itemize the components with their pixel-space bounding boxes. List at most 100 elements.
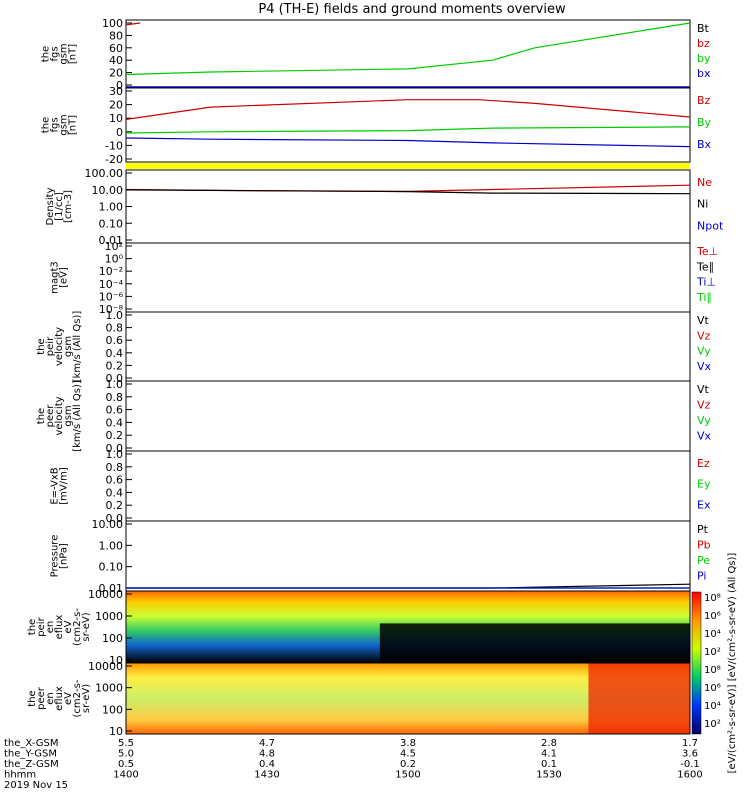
x-axis-value: 3.6 — [682, 749, 698, 760]
y-axis-label: sr-eV) — [81, 684, 92, 713]
legend-entry: Bt — [697, 22, 710, 35]
y-tick-label: 1.0 — [106, 378, 124, 391]
x-axis-value: 1500 — [395, 770, 420, 781]
colorbar-label: [eV/(cm²-s-sr-eV)] [eV/(cm²-s-sr-eV) (Al… — [727, 553, 738, 774]
panel-frame — [126, 243, 690, 312]
x-axis-value: 4.8 — [259, 749, 275, 760]
panel-frame — [126, 312, 690, 381]
y-tick-label: 0.10 — [99, 217, 124, 230]
y-tick-label: 1.0 — [106, 309, 124, 322]
y-axis-label: [nT] — [68, 44, 79, 64]
x-axis-row-label: hhmm — [4, 770, 36, 781]
panel-temp: 10²10⁰10⁻²10⁻⁴10⁻⁶10⁻⁸magt3[eV]Te⊥Te∥Ti⊥… — [50, 240, 719, 316]
legend-entry: Pt — [697, 523, 709, 536]
y-tick-label: 0 — [116, 126, 123, 139]
legend-entry: by — [697, 52, 711, 65]
legend-entry: Te∥ — [696, 260, 714, 273]
legend-entry: Vy — [697, 345, 711, 358]
x-axis-value: 1600 — [677, 770, 702, 781]
y-tick-label: -20 — [105, 153, 123, 166]
legend-entry: Vz — [697, 399, 711, 412]
y-axis-label: [km/s (All Qs)] — [72, 380, 83, 452]
x-axis-value: 0.4 — [259, 759, 275, 770]
legend-entry: bz — [697, 37, 710, 50]
y-tick-label: 30 — [109, 85, 123, 98]
y-tick-label: 40 — [109, 54, 123, 67]
panel-peer_vel: 1.00.80.60.40.20.0thepeervelocitygsm[km/… — [36, 378, 712, 455]
x-axis-value: 5.5 — [118, 738, 134, 749]
legend-entry: Vx — [697, 430, 712, 443]
legend-entry: Npot — [697, 219, 724, 232]
x-axis-value: 3.8 — [400, 738, 416, 749]
panels: 100806040200thefgsgsm[nT]Btbzbybx3020100… — [27, 17, 724, 738]
y-tick-label: 1.00 — [99, 201, 124, 214]
legend-entry: Vt — [697, 383, 710, 396]
colorbar: 10⁸10⁶10⁴10²10⁸10⁶10⁴10²[eV/(cm²-s-sr-eV… — [692, 553, 738, 774]
y-tick-label: 0.8 — [106, 461, 124, 474]
y-tick-label: 0.8 — [106, 391, 124, 404]
y-tick-label: 1000 — [95, 610, 123, 623]
series-By — [126, 127, 690, 133]
panel-density: 100.0010.001.000.100.01Density[1/cc][cm-… — [45, 167, 724, 247]
x-axis-row-label: the_Y-GSM — [4, 749, 57, 760]
y-axis-label: [mV/m] — [59, 467, 70, 505]
legend-entry: Ex — [697, 498, 711, 511]
legend-entry: bx — [697, 67, 711, 80]
colorbar-tick-label: 10⁴ — [704, 701, 721, 712]
panel-frame — [126, 521, 690, 591]
y-axis-label: [km/s (All Qs)] — [72, 311, 83, 383]
panel-peer_spec: 10000100010010thepeerenefluxeV(cm2-s-sr-… — [27, 660, 690, 738]
x-axis-value: 1400 — [113, 770, 138, 781]
y-tick-label: 0.4 — [106, 347, 124, 360]
legend-entry: Vy — [697, 414, 711, 427]
y-tick-label: 0.2 — [106, 499, 124, 512]
legend-entry: By — [697, 116, 712, 129]
panel-bar — [126, 163, 690, 169]
x-axis-value: 1.7 — [682, 738, 698, 749]
colorbar-tick-label: 10⁴ — [704, 629, 721, 640]
y-axis-label: sr-eV) — [81, 612, 92, 641]
y-tick-label: 0.4 — [106, 416, 124, 429]
y-tick-label: 1.0 — [106, 448, 124, 461]
y-tick-label: 1000 — [95, 682, 123, 695]
y-tick-label: 0.6 — [106, 334, 124, 347]
y-tick-label: 0.6 — [106, 474, 124, 487]
x-axis-value: -0.1 — [680, 759, 700, 770]
legend-entry: Ez — [697, 457, 710, 470]
y-tick-label: 100 — [102, 703, 123, 716]
legend-entry: Bx — [697, 138, 712, 151]
x-axis-value: 5.0 — [118, 749, 134, 760]
x-axis-row-label: the_Z-GSM — [4, 759, 59, 770]
legend-entry: Vz — [697, 329, 711, 342]
legend-entry: Pb — [697, 539, 711, 552]
x-axis-value: 2.8 — [541, 738, 557, 749]
y-tick-label: 20 — [109, 99, 123, 112]
legend-entry: Ni — [697, 198, 708, 211]
y-tick-label: 10.00 — [92, 184, 124, 197]
y-tick-label: 100 — [102, 632, 123, 645]
legend-entry: Pe — [697, 554, 710, 567]
series-by — [126, 23, 690, 75]
legend-entry: Vt — [697, 314, 710, 327]
x-axis-value: 1530 — [536, 770, 561, 781]
y-tick-label: 10 — [109, 112, 123, 125]
y-tick-label: -10 — [105, 139, 123, 152]
y-tick-label: 10 — [109, 725, 123, 738]
x-axis-labels: the_X-GSM5.54.73.82.81.7the_Y-GSM5.04.84… — [4, 738, 703, 791]
panel-frame — [126, 170, 690, 243]
y-tick-label: 10⁻⁴ — [99, 278, 124, 291]
legend-entry: Ey — [697, 478, 711, 491]
colorbar-tick-label: 10² — [704, 719, 721, 730]
legend-entry: Ti⊥ — [696, 276, 716, 289]
colorbar-scale — [692, 592, 701, 734]
panel-fgs_gsm_1: 100806040200thefgsgsm[nT]Btbzbybx — [41, 17, 711, 92]
legend-entry: Vx — [697, 360, 712, 373]
legend-entry: Bz — [697, 94, 711, 107]
x-axis-value: 1430 — [254, 770, 279, 781]
y-tick-label: 10000 — [88, 660, 123, 673]
series-Bx — [126, 138, 690, 147]
quality-bar — [126, 163, 690, 169]
legend-entry: Ne — [697, 176, 712, 189]
panel-peir_spec: 10000100010010thepeirenefluxeV(cm2-s-sr-… — [27, 588, 690, 667]
